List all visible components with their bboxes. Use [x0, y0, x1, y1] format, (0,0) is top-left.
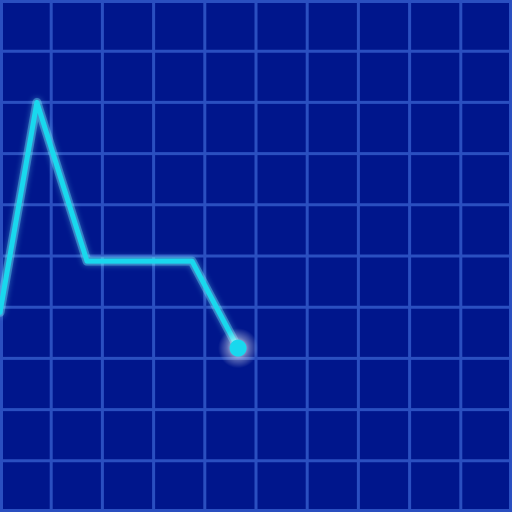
trace-cursor-dot [229, 339, 247, 357]
waveform-trace-line [0, 99, 241, 351]
trace-layer [0, 97, 259, 369]
